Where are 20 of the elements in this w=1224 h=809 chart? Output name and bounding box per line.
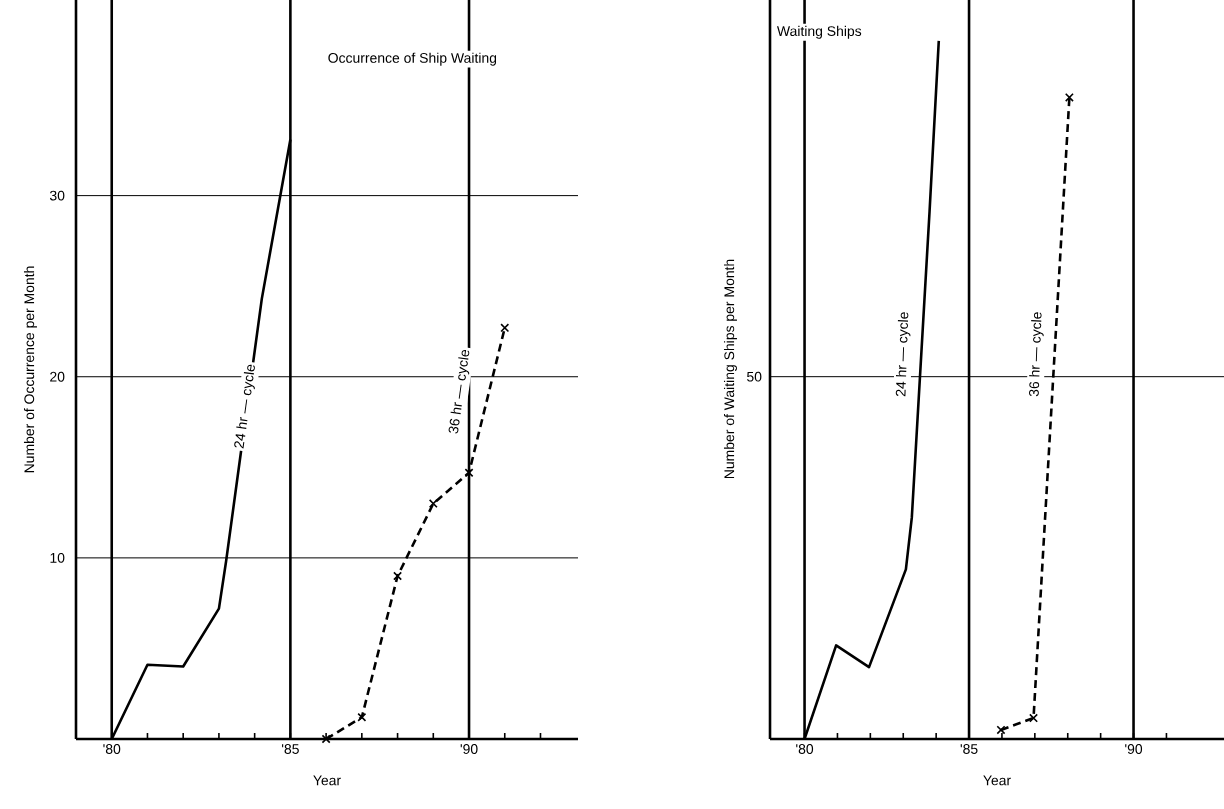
text: Occurrence of Ship Waiting [328,52,497,66]
text: 36 hr — cycle [448,350,470,434]
x-tick-label: '90 [460,744,478,754]
x-tick-label: '85 [960,744,978,754]
y-tick-label: 30 [49,190,65,201]
x-axis-title: Year [313,775,341,786]
text: 50 [747,371,762,382]
text: 24 hr — cycle [895,312,911,397]
text: 36 hr — cycle [1029,312,1044,397]
y-tick-label: 20 [50,371,65,382]
y-tick-label: 10 [50,552,65,563]
x-tick-label: '90 [1125,744,1143,754]
text: 24 hr — cycle [234,364,255,449]
x-axis-title: Year [983,775,1011,786]
x-tick-label: '85 [282,744,299,754]
x-tick-label: '80 [796,744,814,754]
chart-title: Waiting Ships [777,25,862,39]
y-axis-title: Number of Waiting Ships per Month [723,259,737,479]
y-axis-title: Number of Occurrence per Month [23,266,37,473]
x-tick-label: '80 [103,744,121,754]
